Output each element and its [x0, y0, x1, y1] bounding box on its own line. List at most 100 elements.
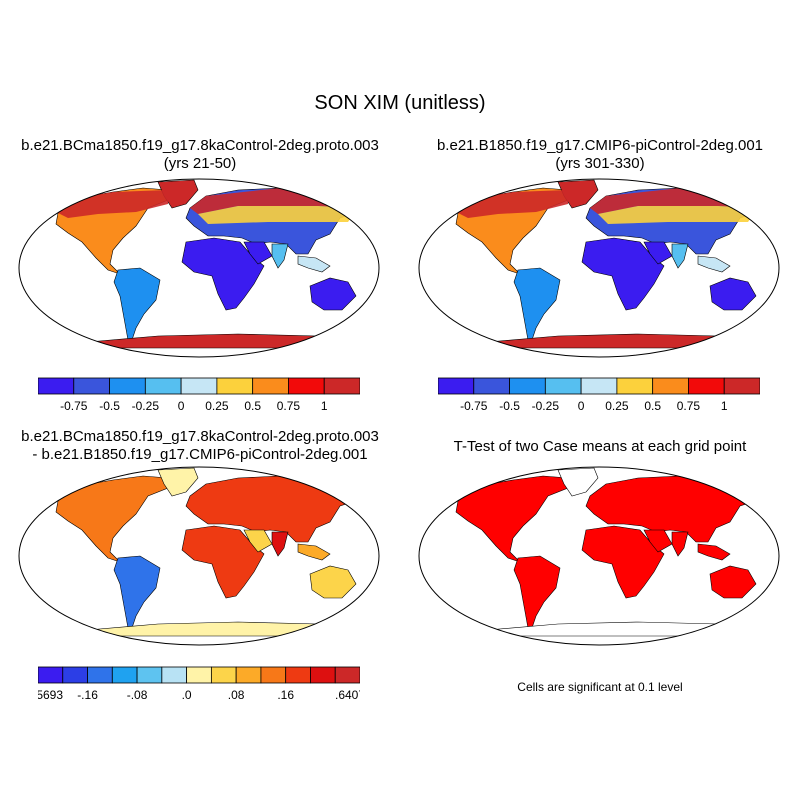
map-border [418, 466, 780, 646]
colorbar-swatch [235, 666, 262, 684]
colorbar-tick-label: 0.5 [244, 399, 261, 413]
colorbar-tick-label: 0.25 [205, 399, 229, 413]
colorbar-swatch [288, 377, 325, 395]
continent-southeast-asia [697, 543, 731, 561]
colorbar-swatch [62, 666, 88, 684]
mid-latitude-band [598, 206, 758, 224]
colorbar-swatch [473, 377, 510, 395]
map-case1-control [18, 178, 380, 358]
colorbar-tick-label: -0.25 [132, 399, 160, 413]
colorbar-swatch [38, 377, 75, 395]
colorbar-difference: .5693 -.16 -.08 .0 .08 .16 .6407 [38, 666, 360, 702]
colorbar-swatch [73, 377, 110, 395]
colorbar-swatch [310, 666, 336, 684]
panel3-title-line1: b.e21.BCma1850.f19_g17.8kaControl-2deg.p… [21, 428, 379, 445]
colorbar-tick-label: 0.75 [677, 399, 701, 413]
colorbar-swatch [144, 377, 182, 395]
colorbar-swatch [334, 666, 360, 684]
continent-africa [181, 525, 265, 599]
colorbar-swatch [438, 377, 475, 395]
continent-australia [309, 565, 357, 599]
colorbar-tick-label: -0.25 [532, 399, 560, 413]
continent-greenland [157, 467, 199, 497]
colorbar-swatch [216, 377, 254, 395]
colorbar-tick-label: .16 [277, 688, 294, 702]
colorbar-tick-label: 1 [321, 399, 328, 413]
map-border [18, 466, 380, 646]
colorbar-swatch [616, 377, 654, 395]
colorbar-swatch [111, 666, 138, 684]
continent-africa [181, 237, 265, 311]
continent-south-america [113, 267, 161, 341]
continent-arabia [643, 529, 673, 553]
continent-arabia [643, 241, 673, 265]
colorbar-swatch [580, 377, 618, 395]
colorbar-swatch [180, 377, 218, 395]
colorbar-tick-label: -0.75 [60, 399, 88, 413]
continent-greenland [557, 467, 599, 497]
continent-africa [581, 525, 665, 599]
colorbar-swatch [323, 377, 360, 395]
colorbar-tick-label: 0 [178, 399, 185, 413]
colorbar-tick-label: -.16 [77, 688, 98, 702]
continent-south-america [513, 555, 561, 629]
continent-southeast-asia [297, 543, 331, 561]
map-difference [18, 466, 380, 646]
colorbar-tick-label: 1 [721, 399, 728, 413]
colorbar-tick-label: -0.5 [99, 399, 120, 413]
mid-latitude-band [198, 206, 358, 224]
colorbar-tick-label: 0.5 [644, 399, 661, 413]
continent-north-america [55, 475, 169, 563]
colorbar-swatch [38, 666, 64, 684]
colorbar-swatch [210, 666, 237, 684]
map-border [18, 178, 380, 358]
colorbar-tick-label: .0 [182, 688, 192, 702]
colorbar-tick-label: -0.75 [460, 399, 488, 413]
continent-south-america [513, 267, 561, 341]
colorbar-swatch [186, 666, 212, 684]
continent-india [271, 531, 289, 557]
continent-india [271, 243, 289, 269]
colorbar-tick-label: -0.5 [499, 399, 520, 413]
map-border [418, 178, 780, 358]
panel1-title-line2: (yrs 21-50) [163, 155, 237, 172]
colorbar-swatch [285, 666, 311, 684]
continent-arabia [243, 529, 273, 553]
colorbar-tick-label: .08 [228, 688, 245, 702]
panel2-title-line1: b.e21.B1850.f19_g17.CMIP6-piControl-2deg… [436, 137, 764, 154]
colorbar-swatch [109, 377, 146, 395]
panel2-title: b.e21.B1850.f19_g17.CMIP6-piControl-2deg… [400, 137, 800, 173]
colorbar-swatch [509, 377, 546, 395]
colorbar-swatch [544, 377, 582, 395]
colorbar-swatch [688, 377, 725, 395]
colorbar-swatch [252, 377, 289, 395]
panel1-title-line1: b.e21.BCma1850.f19_g17.8kaControl-2deg.p… [21, 137, 379, 154]
colorbar-swatch [652, 377, 689, 395]
colorbar-case2: -0.75 -0.5 -0.25 0 0.25 0.5 0.75 1 [438, 377, 760, 413]
continent-australia [709, 277, 757, 311]
colorbar-tick-label: 0.25 [605, 399, 629, 413]
continent-india [671, 531, 689, 557]
panel1-title: b.e21.BCma1850.f19_g17.8kaControl-2deg.p… [0, 137, 400, 173]
continent-south-america [113, 555, 161, 629]
continent-arabia [243, 241, 273, 265]
continent-australia [309, 277, 357, 311]
colorbar-swatch [723, 377, 760, 395]
colorbar-swatch [260, 666, 287, 684]
panel2-title-line2: (yrs 301-330) [555, 155, 645, 172]
panel4-title: T-Test of two Case means at each grid po… [453, 438, 747, 455]
panel3-title-line2: - b.e21.B1850.f19_g17.CMIP6-piControl-2d… [32, 446, 368, 463]
continent-australia [709, 565, 757, 599]
colorbar-tick-label: -.08 [127, 688, 148, 702]
significance-note: Cells are significant at 0.1 level [517, 680, 683, 694]
colorbar-tick-label: .6407 [335, 688, 360, 702]
colorbar-swatch [87, 666, 113, 684]
colorbar-tick-label: 0.75 [277, 399, 301, 413]
colorbar-swatch [136, 666, 163, 684]
continent-southeast-asia [697, 255, 731, 273]
colorbar-tick-label: .5693 [38, 688, 63, 702]
figure-title: SON XIM (unitless) [314, 92, 486, 114]
map-ttest-significance [418, 466, 780, 646]
map-case2-picontrol [418, 178, 780, 358]
colorbar-tick-label: 0 [578, 399, 585, 413]
